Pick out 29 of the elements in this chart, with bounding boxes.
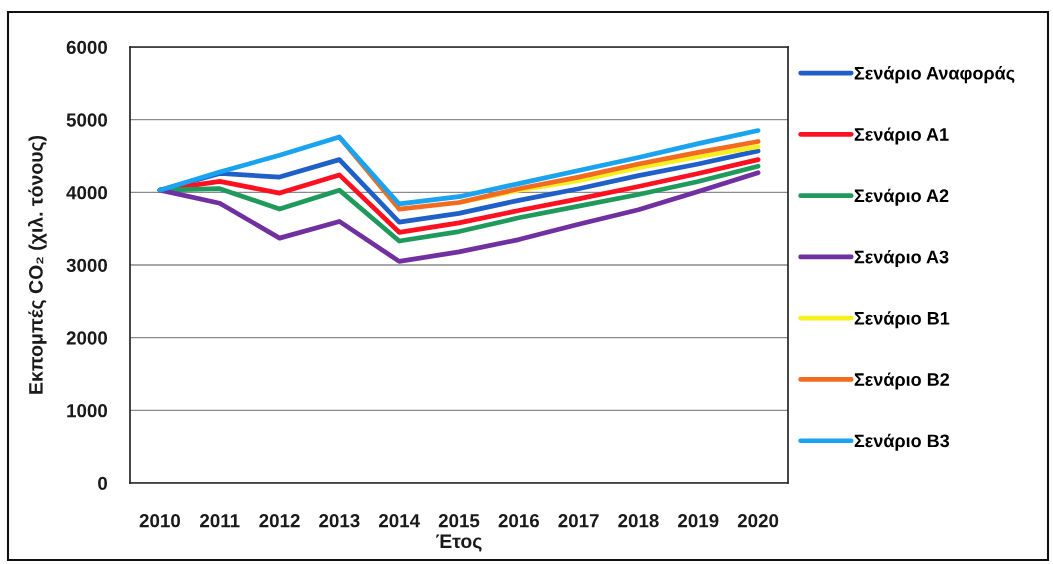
- line-series: [157, 128, 761, 207]
- legend-label: Σενάριο Β3: [854, 433, 950, 451]
- legend-label: Σενάριο Α2: [854, 188, 949, 206]
- x-tick-label: 2011: [200, 514, 240, 528]
- x-tick-label: 2020: [737, 514, 779, 528]
- y-tick-label: 4000: [66, 186, 108, 200]
- x-tick-label: 2015: [438, 514, 480, 528]
- x-tick-label: 2010: [139, 514, 180, 528]
- y-tick-label: 0: [98, 476, 108, 490]
- x-tick-label: 2018: [618, 514, 659, 528]
- x-tick-label: 2016: [498, 514, 539, 528]
- y-tick-label: 3000: [66, 258, 108, 272]
- x-tick-label: 2012: [259, 514, 300, 528]
- x-axis-title: Έτος: [436, 534, 482, 552]
- x-tick-label: 2019: [678, 514, 719, 528]
- legend-label: Σενάριο Α1: [854, 127, 949, 145]
- y-tick-label: 2000: [66, 331, 108, 345]
- x-tick-label: 2017: [558, 514, 599, 528]
- legend-label: Σενάριο Β1: [854, 311, 950, 329]
- y-tick-label: 5000: [66, 113, 108, 127]
- y-tick-label: 1000: [67, 404, 108, 418]
- legend-label: Σενάριο Αναφοράς: [854, 66, 1015, 84]
- x-tick-label: 2014: [378, 514, 420, 528]
- line-series: [157, 170, 761, 264]
- legend-label: Σενάριο Α3: [854, 249, 949, 267]
- legend-label: Σενάριο Β2: [854, 372, 950, 390]
- y-axis-title: Εκπομπές CO₂ (χιλ. τόνους): [28, 135, 47, 394]
- x-tick-label: 2013: [319, 514, 360, 528]
- y-tick-label: 6000: [66, 40, 108, 54]
